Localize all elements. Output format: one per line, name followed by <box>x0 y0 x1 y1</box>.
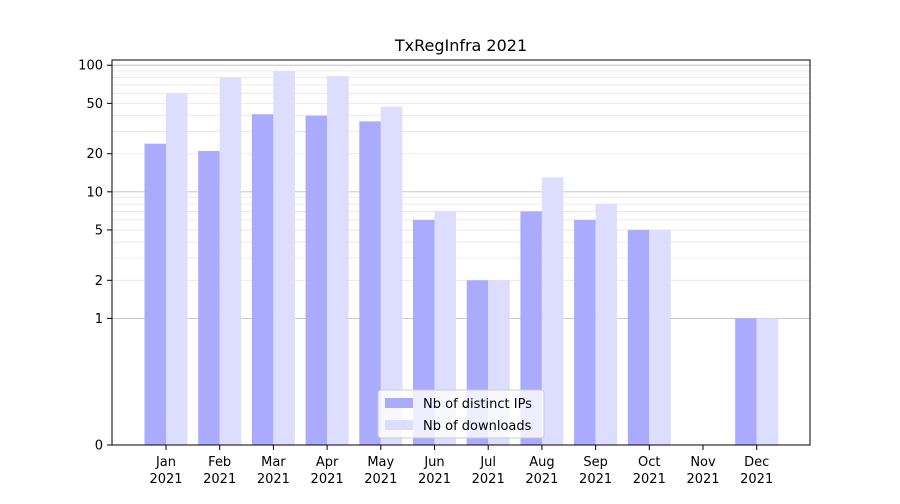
bar-distinct-ips <box>305 115 328 445</box>
y-tick-label: 5 <box>95 223 103 238</box>
x-tick-label-month: Sep <box>583 455 608 470</box>
x-tick-label-year: 2021 <box>525 472 558 487</box>
x-tick-label-year: 2021 <box>257 472 290 487</box>
legend-swatch-downloads <box>385 420 413 430</box>
bar-downloads <box>219 77 242 445</box>
bar-distinct-ips <box>144 143 166 445</box>
legend: Nb of distinct IPs Nb of downloads <box>377 389 545 439</box>
x-tick-label-month: Jul <box>479 455 496 470</box>
x-tick-label-year: 2021 <box>686 472 719 487</box>
bar-distinct-ips <box>627 229 650 445</box>
x-tick-label-year: 2021 <box>740 472 773 487</box>
x-tick-label-month: May <box>367 455 394 470</box>
x-tick-label-year: 2021 <box>364 472 397 487</box>
legend-label-distinct-ips: Nb of distinct IPs <box>423 397 532 412</box>
bar-downloads <box>756 318 779 445</box>
bar-downloads <box>434 211 456 445</box>
x-tick-label-year: 2021 <box>149 472 182 487</box>
y-tick-label: 50 <box>86 97 103 112</box>
bar-downloads <box>327 76 349 446</box>
bar-distinct-ips <box>359 121 381 445</box>
x-tick-label-month: Aug <box>529 455 554 470</box>
legend-swatch-distinct-ips <box>385 398 413 408</box>
x-tick-label-year: 2021 <box>579 472 612 487</box>
bar-downloads <box>380 106 403 445</box>
y-tick-label: 10 <box>86 185 103 200</box>
x-tick-label-month: Oct <box>638 455 660 470</box>
bar-downloads <box>649 229 671 445</box>
y-tick-label: 100 <box>78 59 103 74</box>
chart-title: TxRegInfra 2021 <box>394 36 527 55</box>
bar-distinct-ips <box>574 219 596 445</box>
y-tick-label: 1 <box>95 312 103 327</box>
x-tick-label-month: Feb <box>208 455 231 470</box>
bar-downloads <box>166 93 188 445</box>
legend-label-downloads: Nb of downloads <box>423 419 532 434</box>
x-tick-label-month: Apr <box>316 455 339 470</box>
y-tick-label: 2 <box>95 274 103 289</box>
x-tick-label-year: 2021 <box>418 472 451 487</box>
axis-layer: 0 1 2 5 10 20 50 100 Jan 2021 Feb 2021 Mar 2021 Apr 202… <box>78 59 773 487</box>
bar-downloads <box>273 71 295 446</box>
x-tick-label-year: 2021 <box>203 472 236 487</box>
y-tick-label: 20 <box>86 147 103 162</box>
x-tick-label-year: 2021 <box>633 472 666 487</box>
x-tick-label-month: Nov <box>690 455 716 470</box>
bar-distinct-ips <box>413 219 435 445</box>
x-tick-label-month: Dec <box>744 455 769 470</box>
x-tick-label-year: 2021 <box>311 472 344 487</box>
bar-distinct-ips <box>520 211 542 445</box>
bar-distinct-ips <box>198 151 220 445</box>
x-tick-label-month: Jan <box>155 455 176 470</box>
x-tick-label-month: Mar <box>261 455 286 470</box>
y-tick-label: 0 <box>95 439 103 454</box>
legend-box <box>377 389 545 439</box>
x-tick-label-month: Jun <box>423 455 444 470</box>
x-tick-label-year: 2021 <box>472 472 505 487</box>
bar-layer <box>144 71 779 446</box>
plot-frame <box>111 59 811 446</box>
bar-downloads <box>541 177 564 446</box>
bar-distinct-ips <box>251 114 274 445</box>
bar-distinct-ips <box>735 318 757 445</box>
bar-downloads <box>595 204 618 445</box>
